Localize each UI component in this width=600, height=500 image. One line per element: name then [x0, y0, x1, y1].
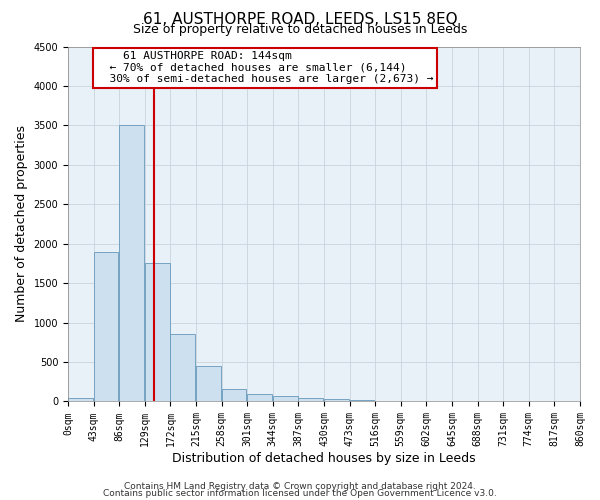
Bar [94, 252, 118, 402]
Bar [221, 389, 247, 402]
Bar [324, 399, 349, 402]
Bar [145, 264, 170, 402]
Bar [350, 400, 374, 402]
Bar [273, 396, 298, 402]
Text: 61, AUSTHORPE ROAD, LEEDS, LS15 8EQ: 61, AUSTHORPE ROAD, LEEDS, LS15 8EQ [143, 12, 457, 28]
Bar [196, 366, 221, 402]
Text: Contains HM Land Registry data © Crown copyright and database right 2024.: Contains HM Land Registry data © Crown c… [124, 482, 476, 491]
Text: Size of property relative to detached houses in Leeds: Size of property relative to detached ho… [133, 22, 467, 36]
Text: 61 AUSTHORPE ROAD: 144sqm
  ← 70% of detached houses are smaller (6,144)
  30% o: 61 AUSTHORPE ROAD: 144sqm ← 70% of detac… [96, 51, 434, 84]
Bar [298, 398, 323, 402]
Bar [247, 394, 272, 402]
Bar [68, 398, 93, 402]
Y-axis label: Number of detached properties: Number of detached properties [15, 126, 28, 322]
Bar [119, 126, 144, 402]
Text: Contains public sector information licensed under the Open Government Licence v3: Contains public sector information licen… [103, 490, 497, 498]
Bar [170, 334, 195, 402]
X-axis label: Distribution of detached houses by size in Leeds: Distribution of detached houses by size … [172, 452, 476, 465]
